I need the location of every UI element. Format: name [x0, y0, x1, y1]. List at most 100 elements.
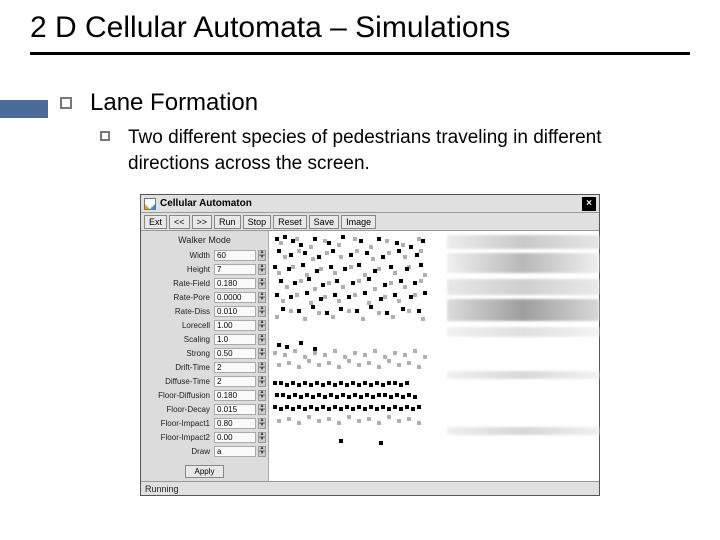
- param-field[interactable]: 0.50: [214, 348, 256, 359]
- toolbar-button[interactable]: Stop: [243, 215, 272, 229]
- automaton-cell: [389, 395, 393, 399]
- automaton-cell: [415, 253, 419, 257]
- toolbar-button[interactable]: >>: [192, 215, 213, 229]
- spinner-icon[interactable]: ▲▼: [258, 404, 266, 415]
- automaton-cell: [407, 361, 411, 365]
- automaton-cell: [381, 383, 385, 387]
- app-body: Walker Mode Width60▲▼Height7▲▼Rate-Field…: [141, 231, 599, 481]
- toolbar-button[interactable]: <<: [169, 215, 190, 229]
- simulation-canvas: [269, 231, 599, 481]
- param-label: Floor-Decay: [143, 405, 212, 414]
- param-field[interactable]: 0.0000: [214, 292, 256, 303]
- spinner-icon[interactable]: ▲▼: [258, 390, 266, 401]
- param-field[interactable]: 2: [214, 376, 256, 387]
- spinner-icon[interactable]: ▲▼: [258, 334, 266, 345]
- automaton-cell: [351, 381, 355, 385]
- param-field[interactable]: 0.180: [214, 390, 256, 401]
- automaton-cell: [405, 381, 409, 385]
- automaton-cell: [297, 249, 301, 253]
- spinner-icon[interactable]: ▲▼: [258, 264, 266, 275]
- automaton-cell: [373, 287, 377, 291]
- param-field[interactable]: 0.010: [214, 306, 256, 317]
- automaton-cell: [309, 405, 313, 409]
- automaton-cell: [407, 309, 411, 313]
- automaton-cell: [291, 265, 295, 269]
- param-field[interactable]: 0.80: [214, 418, 256, 429]
- automaton-cell: [341, 285, 345, 289]
- automaton-cell: [349, 253, 353, 257]
- automaton-cell: [357, 383, 361, 387]
- param-label: Floor-Diffusion: [143, 391, 212, 400]
- param-row: Drawa▲▼: [143, 444, 266, 458]
- param-field[interactable]: 0.015: [214, 404, 256, 415]
- toolbar-button[interactable]: Reset: [273, 215, 307, 229]
- spinner-icon[interactable]: ▲▼: [258, 306, 266, 317]
- automaton-cell: [365, 251, 369, 255]
- automaton-cell: [363, 291, 367, 295]
- param-field[interactable]: 2: [214, 362, 256, 373]
- automaton-cell: [293, 393, 297, 397]
- param-field[interactable]: 7: [214, 264, 256, 275]
- toolbar-button[interactable]: Ext: [144, 215, 167, 229]
- automaton-cell: [289, 309, 293, 313]
- toolbar-button[interactable]: Run: [214, 215, 241, 229]
- apply-button[interactable]: Apply: [185, 465, 223, 478]
- title-underline: [30, 52, 690, 55]
- spinner-icon[interactable]: ▲▼: [258, 432, 266, 443]
- automaton-cell: [291, 239, 295, 243]
- slide-title: 2 D Cellular Automata – Simulations: [30, 10, 690, 46]
- automaton-cell: [389, 265, 393, 269]
- panel-header: Walker Mode: [143, 233, 266, 248]
- automaton-cell: [407, 417, 411, 421]
- spinner-icon[interactable]: ▲▼: [258, 292, 266, 303]
- automaton-cell: [325, 311, 329, 315]
- param-field[interactable]: a: [214, 446, 256, 457]
- automaton-cell: [303, 407, 307, 411]
- spinner-icon[interactable]: ▲▼: [258, 446, 266, 457]
- param-label: Rate-Diss: [143, 307, 212, 316]
- spinner-icon[interactable]: ▲▼: [258, 250, 266, 261]
- automaton-cell: [421, 317, 425, 321]
- automaton-cell: [407, 393, 411, 397]
- automaton-cell: [375, 381, 379, 385]
- spinner-icon[interactable]: ▲▼: [258, 362, 266, 373]
- spinner-icon[interactable]: ▲▼: [258, 348, 266, 359]
- toolbar-button[interactable]: Save: [309, 215, 340, 229]
- automaton-cell: [369, 383, 373, 387]
- param-field[interactable]: 1.00: [214, 320, 256, 331]
- spinner-icon[interactable]: ▲▼: [258, 320, 266, 331]
- automaton-cell: [397, 419, 401, 423]
- param-field[interactable]: 0.180: [214, 278, 256, 289]
- spinner-icon[interactable]: ▲▼: [258, 278, 266, 289]
- param-label: Width: [143, 251, 212, 260]
- automaton-cell: [297, 383, 301, 387]
- automaton-cell: [387, 407, 391, 411]
- automaton-cell: [339, 439, 343, 443]
- close-button[interactable]: ×: [582, 197, 596, 211]
- automaton-cell: [305, 291, 309, 295]
- automaton-cell: [369, 245, 373, 249]
- automaton-cell: [339, 381, 343, 385]
- automaton-cell: [377, 267, 381, 271]
- automaton-cell: [409, 295, 413, 299]
- param-field[interactable]: 0.00: [214, 432, 256, 443]
- slide-content: Lane Formation Two different species of …: [0, 61, 720, 496]
- automaton-cell: [387, 381, 391, 385]
- param-row: Rate-Diss0.010▲▼: [143, 304, 266, 318]
- param-label: Floor-Impact2: [143, 433, 212, 442]
- param-label: Rate-Field: [143, 279, 212, 288]
- automaton-cell: [351, 281, 355, 285]
- automaton-cell: [327, 381, 331, 385]
- spinner-icon[interactable]: ▲▼: [258, 376, 266, 387]
- automaton-cell: [323, 295, 327, 299]
- param-field[interactable]: 60: [214, 250, 256, 261]
- automaton-cell: [411, 407, 415, 411]
- automaton-cell: [389, 281, 393, 285]
- automaton-cell: [313, 347, 317, 351]
- automaton-cell: [289, 253, 293, 257]
- spinner-icon[interactable]: ▲▼: [258, 418, 266, 429]
- automaton-cell: [393, 381, 397, 385]
- toolbar-button[interactable]: Image: [341, 215, 376, 229]
- param-field[interactable]: 1.0: [214, 334, 256, 345]
- param-row: Rate-Field0.180▲▼: [143, 276, 266, 290]
